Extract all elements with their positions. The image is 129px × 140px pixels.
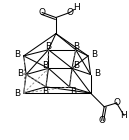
Text: O: O	[66, 8, 73, 17]
Text: B: B	[42, 87, 48, 96]
Text: H: H	[74, 3, 80, 12]
Text: O: O	[98, 116, 105, 125]
Text: O: O	[113, 99, 120, 108]
Text: B: B	[73, 42, 79, 51]
Text: B: B	[17, 69, 23, 78]
Text: O: O	[39, 8, 46, 17]
Text: B: B	[14, 89, 21, 98]
Text: H: H	[121, 111, 127, 120]
Text: B: B	[14, 50, 21, 59]
Text: B: B	[70, 87, 76, 96]
Text: B: B	[73, 61, 79, 70]
Text: B: B	[91, 50, 97, 59]
Text: B: B	[45, 42, 51, 51]
Text: B: B	[42, 61, 48, 70]
Text: B: B	[94, 69, 100, 78]
